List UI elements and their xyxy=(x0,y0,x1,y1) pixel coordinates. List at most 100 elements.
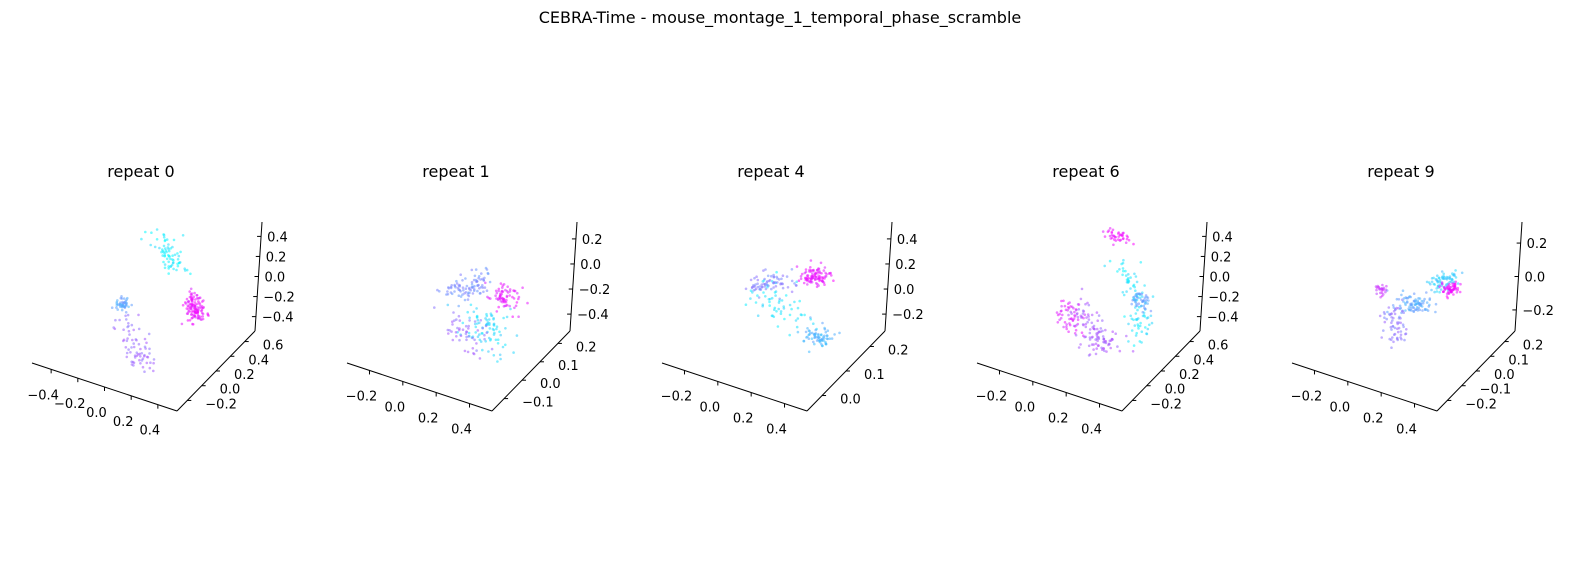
data-point xyxy=(1094,352,1098,356)
z-tick-label: 0.2 xyxy=(582,233,603,248)
data-point xyxy=(499,333,503,337)
data-point xyxy=(189,287,193,291)
data-point xyxy=(1135,317,1139,321)
data-point xyxy=(1409,303,1413,307)
data-point xyxy=(1432,276,1435,280)
data-point xyxy=(124,311,128,314)
data-point xyxy=(1134,334,1138,337)
data-point xyxy=(1121,237,1125,241)
data-point xyxy=(438,290,441,293)
y-tick-label: 0.6 xyxy=(1208,339,1229,354)
data-point xyxy=(1399,306,1403,310)
data-point xyxy=(1459,282,1462,286)
data-point xyxy=(471,292,475,295)
data-point xyxy=(1086,320,1089,324)
data-point xyxy=(1138,296,1142,300)
data-point xyxy=(761,285,764,289)
data-point xyxy=(464,291,468,294)
data-point xyxy=(166,246,170,249)
data-point xyxy=(1450,290,1454,294)
data-point xyxy=(137,327,141,331)
data-point xyxy=(446,292,450,296)
data-point xyxy=(1097,337,1101,341)
data-point xyxy=(474,331,478,334)
data-point xyxy=(145,341,148,345)
data-point xyxy=(1432,282,1436,286)
data-point xyxy=(465,338,468,342)
data-point xyxy=(130,346,133,349)
data-point xyxy=(140,237,143,241)
data-point xyxy=(761,304,764,308)
data-point xyxy=(1118,268,1121,271)
data-point xyxy=(772,273,775,277)
data-point xyxy=(472,278,476,282)
data-point xyxy=(172,267,175,271)
data-point xyxy=(162,233,165,236)
data-point xyxy=(1074,328,1078,332)
data-point xyxy=(772,286,775,289)
x-tick-label: 0.2 xyxy=(418,412,439,427)
x-tick-label: −0.2 xyxy=(346,389,378,404)
data-point xyxy=(1390,346,1393,350)
data-point xyxy=(810,277,813,281)
x-tick-label: 0.0 xyxy=(1329,400,1350,415)
z-tick-label: 0.0 xyxy=(894,283,915,298)
data-point xyxy=(1116,270,1119,273)
data-point xyxy=(1119,233,1122,237)
data-point xyxy=(171,254,174,257)
data-point xyxy=(481,286,485,289)
data-point xyxy=(1112,243,1115,247)
data-point xyxy=(1460,271,1464,275)
data-point xyxy=(1399,333,1403,337)
subplot-title: repeat 1 xyxy=(422,162,489,181)
data-point xyxy=(1378,314,1382,318)
data-point xyxy=(1056,313,1060,317)
data-point xyxy=(815,285,819,289)
data-point xyxy=(454,331,458,334)
data-point xyxy=(1073,332,1077,335)
data-point xyxy=(795,325,799,329)
data-point xyxy=(521,286,524,290)
data-point xyxy=(1131,350,1135,353)
y-tick-label: −0.2 xyxy=(205,397,237,412)
data-point xyxy=(1134,289,1137,293)
subplot-title: repeat 0 xyxy=(107,162,174,181)
data-point xyxy=(1385,317,1388,321)
data-point xyxy=(810,331,814,335)
data-point xyxy=(1134,312,1138,315)
data-point xyxy=(1125,234,1129,238)
data-point xyxy=(118,318,121,322)
data-point xyxy=(173,253,177,257)
data-point xyxy=(1138,324,1142,328)
data-point xyxy=(1065,323,1068,326)
data-point xyxy=(1080,331,1084,335)
z-tick-label: 0.2 xyxy=(266,250,287,265)
data-point xyxy=(1077,346,1081,349)
data-point xyxy=(130,323,134,327)
data-point xyxy=(147,332,151,336)
data-point xyxy=(1415,302,1419,305)
data-point xyxy=(1124,241,1128,244)
data-point xyxy=(468,316,471,320)
data-point xyxy=(189,292,193,296)
data-point xyxy=(1145,332,1149,336)
data-point xyxy=(495,325,499,329)
data-point xyxy=(482,278,486,282)
z-tick-label: 0.4 xyxy=(267,230,288,245)
data-point xyxy=(473,320,477,323)
data-point xyxy=(1122,269,1125,273)
data-point xyxy=(163,252,167,255)
data-point xyxy=(497,305,501,309)
data-point xyxy=(1136,308,1139,312)
data-point xyxy=(492,316,495,320)
data-point xyxy=(1141,299,1145,303)
data-point xyxy=(798,299,801,303)
data-point xyxy=(1106,230,1110,234)
data-point xyxy=(496,338,500,342)
data-point xyxy=(1091,326,1094,329)
data-point xyxy=(1081,309,1085,313)
x-tick-label: 0.0 xyxy=(1014,400,1035,415)
data-point xyxy=(496,298,500,302)
data-point xyxy=(495,327,498,331)
data-point xyxy=(133,356,137,359)
